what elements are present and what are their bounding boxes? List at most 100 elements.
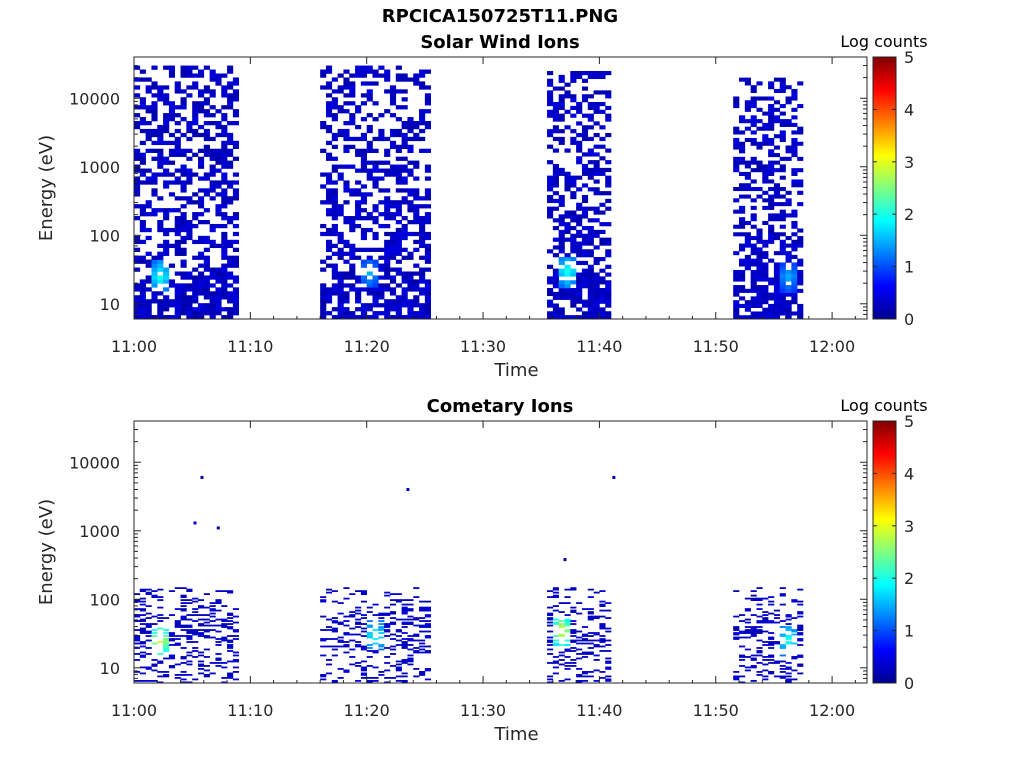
heatmap-cell — [779, 247, 786, 252]
heatmap-cell — [203, 656, 210, 658]
heatmap-cell — [232, 287, 240, 292]
heatmap-cell — [739, 636, 746, 639]
heatmap-cell — [337, 164, 344, 169]
heatmap-cell — [576, 675, 583, 678]
heatmap-cell — [232, 188, 240, 193]
heatmap-cell — [320, 638, 327, 640]
heatmap-cell — [756, 603, 763, 606]
heatmap-cell — [564, 656, 571, 658]
heatmap-cell — [785, 277, 792, 282]
heatmap-cell — [797, 672, 804, 675]
heatmap-cell — [180, 271, 187, 276]
heatmap-cell — [791, 130, 798, 135]
heatmap-cell — [593, 591, 600, 594]
heatmap-cell — [773, 100, 781, 105]
heatmap-cell — [593, 615, 600, 618]
heatmap-cell — [157, 223, 164, 229]
heatmap-cell — [145, 204, 152, 209]
heatmap-cell — [750, 635, 757, 637]
heatmap-cell — [419, 271, 426, 276]
heatmap-cell — [779, 85, 786, 90]
heatmap-cell — [547, 639, 554, 642]
heatmap-cell — [343, 597, 350, 600]
heatmap-cell — [587, 647, 594, 649]
heatmap-cell — [163, 642, 170, 645]
heatmap-cell — [349, 283, 356, 288]
heatmap-cell — [395, 593, 402, 596]
heatmap-cell — [209, 605, 216, 607]
heatmap-cell — [407, 609, 414, 612]
heatmap-cell — [773, 273, 781, 278]
plot-frame — [133, 56, 868, 320]
heatmap-cell — [785, 285, 792, 290]
heatmap-cell — [785, 269, 792, 275]
heatmap-cell — [360, 315, 367, 320]
heatmap-cell — [139, 299, 146, 304]
heatmap-cell — [355, 255, 362, 260]
heatmap-cell — [587, 225, 594, 231]
heatmap-cell — [384, 299, 391, 304]
heatmap-cell — [139, 656, 146, 658]
heatmap-cell — [331, 188, 338, 193]
heatmap-cell — [389, 267, 397, 272]
heatmap-cell — [325, 295, 333, 300]
heatmap-cell — [419, 645, 426, 648]
heatmap-cell — [151, 635, 158, 637]
heatmap-cell — [756, 232, 763, 237]
heatmap-cell — [157, 311, 164, 316]
heatmap-cell — [180, 220, 187, 225]
heatmap-cell — [401, 180, 408, 185]
heatmap-cell — [395, 132, 402, 138]
heatmap-cell — [768, 149, 775, 154]
heatmap-cell — [139, 295, 146, 300]
heatmap-cell — [576, 206, 583, 211]
heatmap-cell — [151, 65, 158, 70]
heatmap-cell — [227, 85, 234, 90]
heatmap-cell — [576, 109, 583, 114]
heatmap-cell — [587, 74, 594, 80]
heatmap-cell — [547, 109, 554, 114]
heatmap-cell — [407, 121, 414, 126]
heatmap-cell — [395, 220, 402, 225]
heatmap-cell — [157, 681, 164, 684]
heatmap-cell — [209, 184, 216, 189]
heatmap-cell — [343, 620, 350, 622]
heatmap-cell — [797, 632, 804, 634]
heatmap-cell — [407, 303, 414, 308]
heatmap-cell — [366, 315, 373, 320]
heatmap-cell — [797, 236, 804, 241]
heatmap-cell — [221, 140, 228, 146]
heatmap-cell — [331, 227, 338, 233]
heatmap-cell — [581, 311, 589, 316]
heatmap-cell — [197, 124, 205, 130]
heatmap-cell — [768, 179, 775, 184]
heatmap-cell — [209, 69, 216, 74]
heatmap-cell — [134, 152, 141, 157]
heatmap-cell — [739, 285, 746, 290]
heatmap-cell — [395, 148, 402, 153]
heatmap-cell — [232, 140, 240, 146]
heatmap-cell — [197, 651, 205, 654]
heatmap-cell — [779, 647, 786, 649]
heatmap-cell — [733, 277, 740, 282]
heatmap-cell — [558, 624, 565, 627]
heatmap-cell — [773, 675, 781, 678]
heatmap-cell — [320, 303, 327, 308]
x-tick-label: 11:10 — [227, 701, 273, 720]
x-tick-label: 11:40 — [576, 337, 622, 356]
heatmap-cell — [186, 283, 193, 288]
heatmap-cell — [343, 216, 350, 221]
heatmap-cell — [593, 109, 600, 114]
heatmap-cell — [151, 279, 158, 284]
heatmap-cell — [564, 187, 571, 192]
heatmap-cell — [203, 208, 210, 213]
heatmap-cell — [744, 258, 751, 263]
heatmap-cell — [599, 74, 606, 80]
heatmap-cell — [768, 641, 775, 643]
heatmap-cell — [739, 614, 746, 616]
heatmap-cell — [197, 672, 205, 675]
heatmap-cell — [180, 608, 187, 610]
heatmap-cell — [168, 152, 176, 157]
heatmap-cell — [570, 210, 577, 215]
heatmap-cell — [355, 223, 362, 229]
